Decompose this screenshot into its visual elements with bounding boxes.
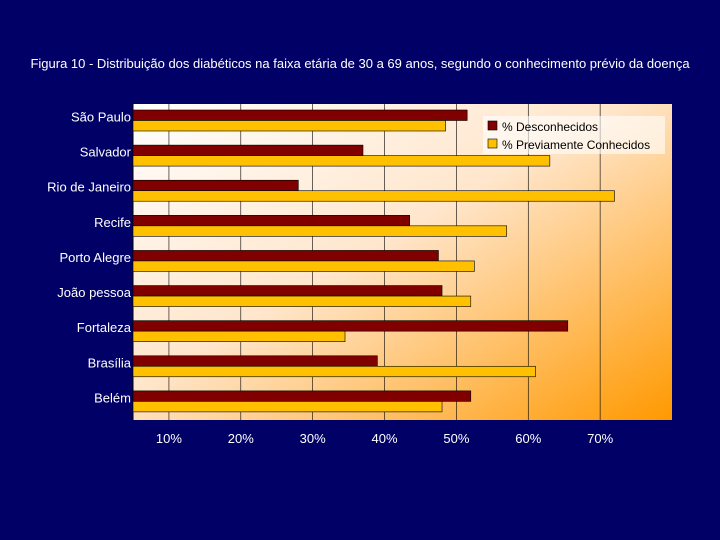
bar-desconhecidos bbox=[132, 285, 443, 297]
bar-conhecidos bbox=[132, 401, 443, 413]
bar-desconhecidos bbox=[132, 215, 410, 227]
bar-desconhecidos bbox=[132, 109, 468, 121]
category-label: Salvador bbox=[80, 145, 132, 160]
bar-conhecidos bbox=[132, 190, 615, 202]
x-tick-label: 10% bbox=[156, 431, 182, 446]
bar-conhecidos bbox=[132, 295, 472, 307]
category-label: Belém bbox=[94, 390, 131, 405]
category-label: São Paulo bbox=[71, 110, 131, 125]
legend-label-series-1: % Desconhecidos bbox=[502, 120, 598, 134]
category-label: João pessoa bbox=[57, 285, 131, 300]
bar-conhecidos bbox=[132, 365, 536, 378]
bar-conhecidos bbox=[132, 225, 508, 237]
bar-desconhecidos bbox=[132, 144, 364, 156]
x-tick-labels: 10% 20% 30% 40% 50% 60% 70% bbox=[156, 431, 614, 446]
category-label: Porto Alegre bbox=[59, 250, 131, 265]
x-tick-label: 70% bbox=[587, 431, 613, 446]
category-label: Brasília bbox=[88, 355, 132, 370]
category-label: Recife bbox=[94, 215, 131, 230]
legend: % Desconhecidos % Previamente Conhecidos bbox=[483, 116, 665, 154]
category-labels: São Paulo Salvador Rio de Janeiro Recife Por… bbox=[47, 110, 132, 406]
bar-conhecidos bbox=[132, 155, 551, 167]
x-tick-label: 50% bbox=[443, 431, 469, 446]
category-label: Fortaleza bbox=[77, 320, 132, 335]
x-tick-label: 60% bbox=[515, 431, 541, 446]
x-tick-label: 40% bbox=[372, 431, 398, 446]
bar-desconhecidos bbox=[132, 355, 378, 367]
bar-desconhecidos bbox=[132, 250, 439, 262]
x-tick-label: 20% bbox=[228, 431, 254, 446]
category-label: Rio de Janeiro bbox=[47, 180, 131, 195]
legend-label-series-2: % Previamente Conhecidos bbox=[502, 138, 650, 152]
x-tick-label: 30% bbox=[300, 431, 326, 446]
bar-conhecidos bbox=[132, 330, 346, 342]
bar-desconhecidos bbox=[132, 320, 569, 332]
bar-conhecidos bbox=[132, 260, 475, 272]
legend-swatch-series-1 bbox=[487, 120, 498, 131]
bar-desconhecidos bbox=[132, 179, 299, 192]
chart-title: Figura 10 - Distribuição dos diabéticos … bbox=[30, 56, 690, 71]
bar-desconhecidos bbox=[132, 390, 472, 402]
bars bbox=[132, 109, 615, 413]
legend-swatch-series-2 bbox=[487, 138, 498, 149]
bar-conhecidos bbox=[132, 120, 446, 132]
legend-box bbox=[483, 116, 665, 154]
